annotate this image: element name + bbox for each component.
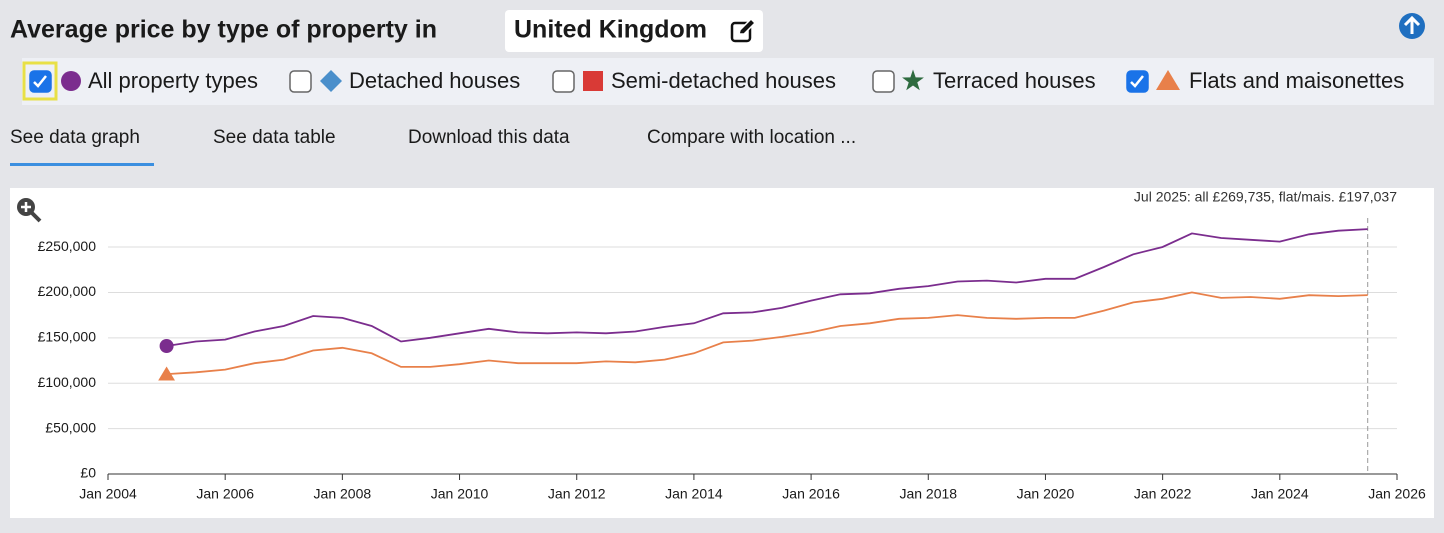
location[interactable]: United Kingdom	[514, 16, 707, 44]
x-tick-label: Jan 2004	[79, 486, 137, 502]
legend-marker	[320, 70, 342, 92]
x-tick-label: Jan 2024	[1251, 486, 1309, 502]
hover-annotation: Jul 2025: all £269,735, flat/mais. £197,…	[1134, 189, 1397, 205]
option-label[interactable]: Semi-detached houses	[611, 68, 836, 93]
y-tick-label: £100,000	[38, 374, 97, 390]
checkbox[interactable]	[552, 70, 575, 93]
y-tick-label: £150,000	[38, 329, 97, 345]
legend-marker	[902, 69, 924, 91]
checkbox[interactable]	[289, 70, 312, 93]
option-label[interactable]: Detached houses	[349, 68, 520, 93]
legend-marker	[583, 71, 603, 91]
x-tick-label: Jan 2012	[548, 486, 606, 502]
x-tick-label: Jan 2022	[1134, 486, 1192, 502]
x-tick-label: Jan 2006	[196, 486, 254, 502]
option-label[interactable]: Terraced houses	[933, 68, 1096, 93]
x-tick-label: Jan 2010	[431, 486, 489, 502]
tab[interactable]: Download this data	[408, 127, 570, 148]
series-line	[166, 228, 1368, 347]
location-box[interactable]	[505, 10, 763, 52]
x-tick-label: Jan 2018	[899, 486, 957, 502]
x-tick-label: Jan 2008	[314, 486, 372, 502]
edit-icon[interactable]	[730, 17, 757, 43]
x-tick-label: Jan 2014	[665, 486, 723, 502]
checkmark	[33, 75, 47, 88]
checkmark	[1130, 75, 1144, 88]
series-line	[166, 291, 1368, 375]
start-marker	[158, 366, 175, 381]
tab[interactable]: Compare with location ...	[647, 127, 856, 148]
chart-panel	[10, 188, 1434, 518]
filter-bar	[22, 58, 1434, 105]
tab[interactable]: See data table	[213, 127, 336, 148]
y-tick-label: £50,000	[45, 419, 96, 435]
zoom-button[interactable]	[17, 198, 42, 223]
x-tick-label: Jan 2020	[1017, 486, 1075, 502]
legend-marker	[1156, 70, 1180, 90]
x-tick-label: Jan 2026	[1368, 486, 1426, 502]
y-tick-label: £0	[80, 465, 96, 481]
page-title: Average price by type of property in	[10, 16, 437, 44]
y-tick-label: £250,000	[38, 238, 97, 254]
legend-marker	[61, 71, 81, 91]
x-tick-label: Jan 2016	[782, 486, 840, 502]
y-tick-label: £200,000	[38, 283, 97, 299]
focus-ring	[22, 61, 58, 101]
option-label[interactable]: All property types	[88, 68, 258, 93]
active-tab-underline	[10, 163, 154, 166]
option-label[interactable]: Flats and maisonettes	[1189, 68, 1404, 93]
checkbox[interactable]	[872, 70, 895, 93]
scroll-top-button[interactable]	[1399, 13, 1425, 39]
start-marker	[159, 339, 174, 353]
tab[interactable]: See data graph	[10, 127, 140, 148]
